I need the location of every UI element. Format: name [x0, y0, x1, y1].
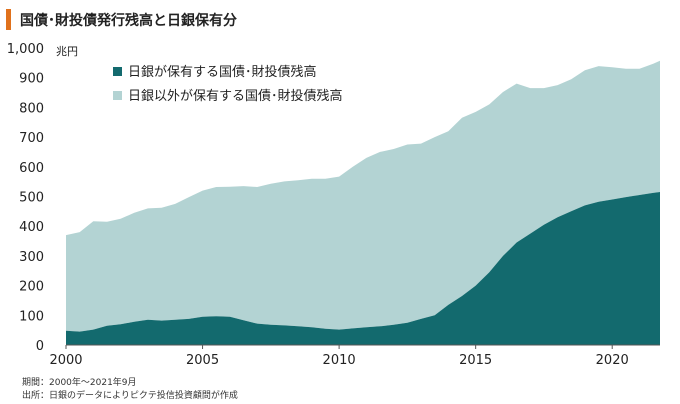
y-tick-label: 800	[19, 101, 44, 116]
y-axis-unit-label: 兆円	[56, 45, 78, 58]
chart-header: 国債･財投債発行残高と日銀保有分	[0, 0, 680, 34]
x-tick-label: 2005	[186, 353, 219, 368]
x-tick-label: 2020	[596, 353, 629, 368]
y-tick-label: 700	[19, 131, 44, 146]
footnote-period: 期間：2000年～2021年9月	[22, 378, 137, 388]
chart-title: 国債･財投債発行残高と日銀保有分	[20, 13, 237, 29]
y-tick-label: 1,000	[7, 42, 44, 57]
x-tick-label: 2010	[323, 353, 356, 368]
x-tick-label: 2000	[49, 353, 82, 368]
legend-swatch	[113, 91, 122, 100]
title-accent-bar	[6, 9, 11, 30]
y-tick-label: 100	[19, 309, 44, 324]
x-tick-label: 2015	[459, 353, 492, 368]
y-tick-label: 300	[19, 250, 44, 265]
series-area-boj	[66, 192, 660, 345]
y-tick-label: 400	[19, 220, 44, 235]
series-area-non-boj	[66, 60, 660, 332]
legend-label: 日銀以外が保有する国債･財投債残高	[128, 88, 343, 104]
legend-swatch	[113, 67, 122, 76]
y-tick-label: 500	[19, 191, 44, 206]
y-tick-label: 200	[19, 280, 44, 295]
y-tick-label: 600	[19, 161, 44, 176]
y-tick-label: 900	[19, 72, 44, 87]
legend-label: 日銀が保有する国債･財投債残高	[128, 64, 317, 80]
footnote-source: 出所：日銀のデータによりピクテ投信投資顧問が作成	[22, 391, 238, 401]
y-tick-label: 0	[36, 339, 44, 354]
